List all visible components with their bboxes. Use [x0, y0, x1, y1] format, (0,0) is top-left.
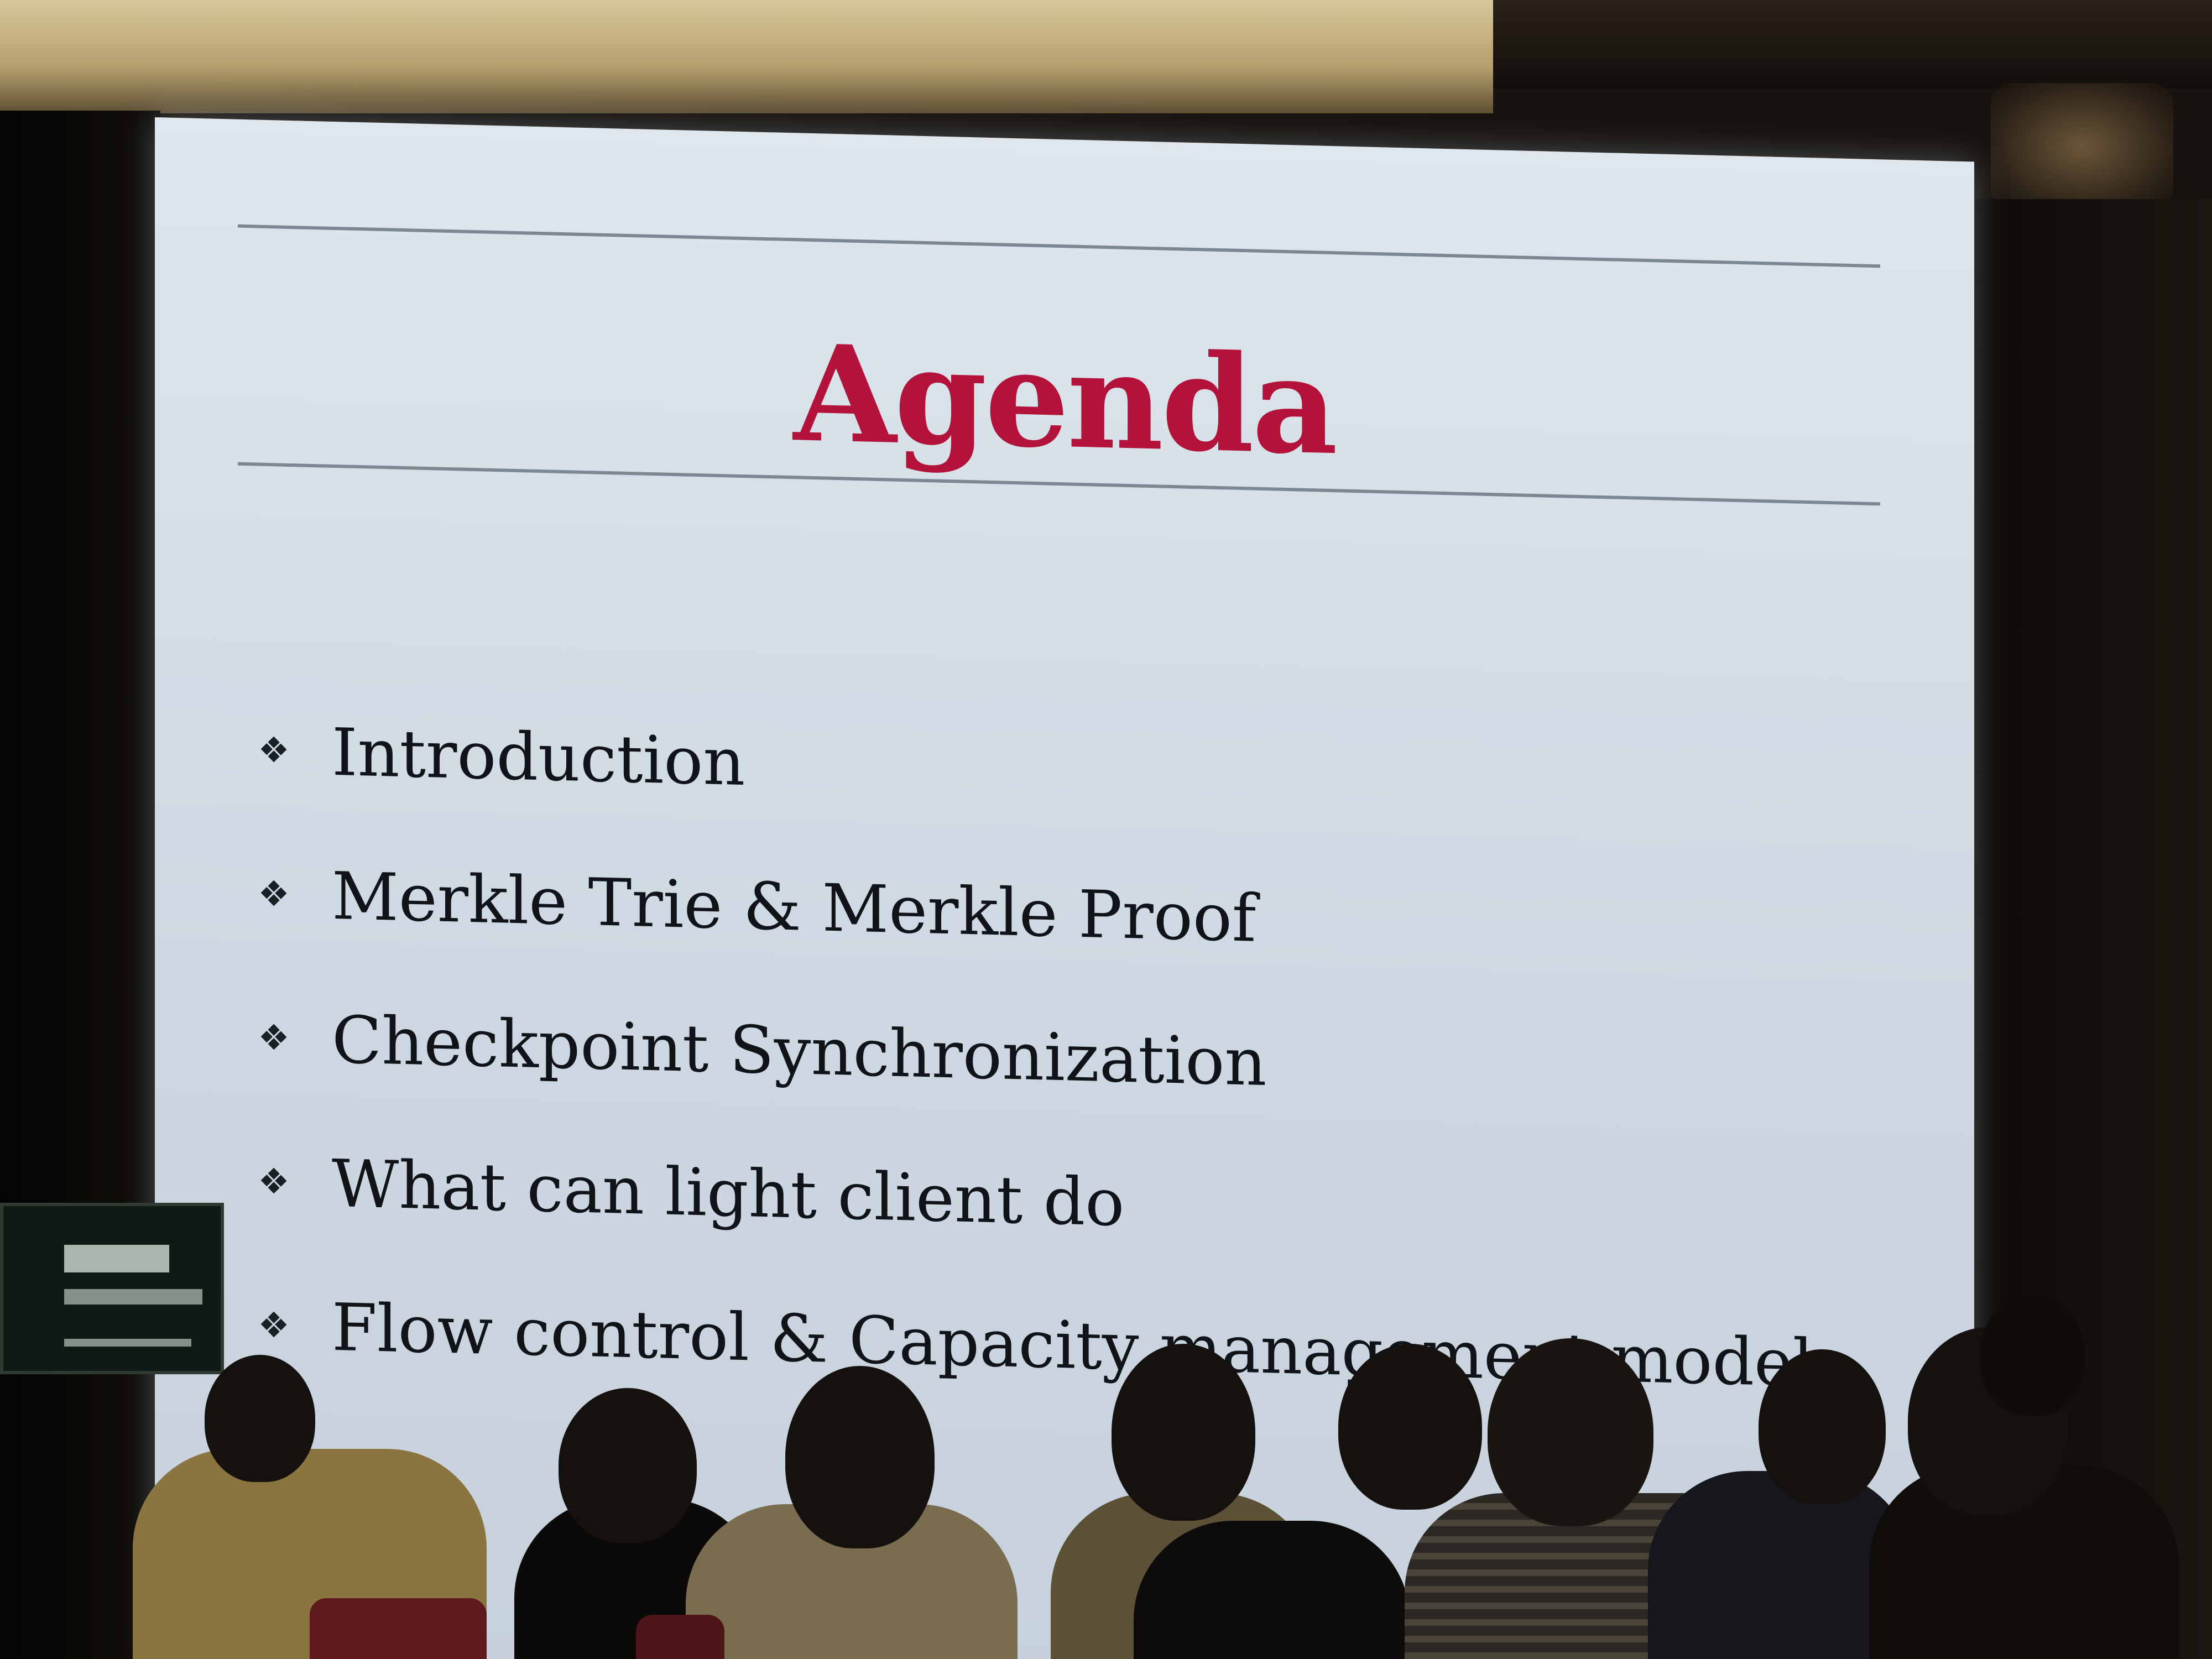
agenda-item-label: Checkpoint Synchronization [332, 1001, 1267, 1101]
audience-silhouettes [0, 1283, 2212, 1659]
ceiling [1493, 0, 2212, 88]
audience-head [559, 1388, 697, 1543]
left-wall [0, 111, 160, 1659]
sign-text-line [64, 1339, 191, 1347]
audience-head [1112, 1344, 1255, 1521]
agenda-item-label: Introduction [332, 713, 745, 801]
agenda-item-label: Merkle Trie & Merkle Proof [332, 857, 1256, 957]
diamond-bullet-icon: ❖ [258, 1017, 290, 1059]
audience-member [1134, 1521, 1410, 1659]
chair-back [636, 1615, 724, 1659]
audience-head [1980, 1294, 2085, 1416]
audience-head [1759, 1349, 1886, 1504]
audience-head [205, 1355, 315, 1482]
audience-head [785, 1366, 935, 1548]
chair-back [310, 1598, 487, 1659]
slide-top-rule [238, 224, 1880, 268]
ceiling-light-panel [0, 0, 1493, 113]
sign-text-line [64, 1289, 202, 1305]
audience-head [1488, 1338, 1653, 1526]
event-sign [0, 1203, 224, 1374]
sign-logo-mark [64, 1245, 169, 1272]
diamond-bullet-icon: ❖ [258, 1161, 290, 1203]
agenda-item-label: What can light client do [332, 1145, 1125, 1241]
diamond-bullet-icon: ❖ [258, 873, 290, 915]
ceiling-lamp [1991, 83, 2173, 210]
audience-head [1338, 1344, 1482, 1510]
diamond-bullet-icon: ❖ [258, 729, 290, 771]
